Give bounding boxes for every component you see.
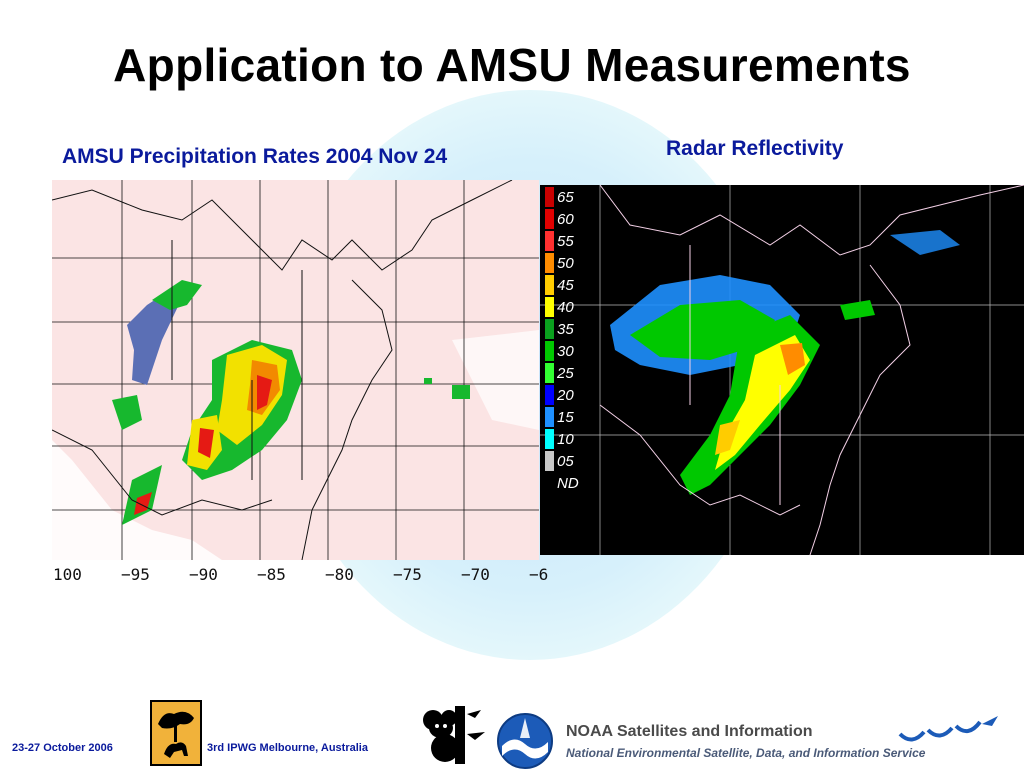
legend-label: 65 [557, 189, 574, 206]
radar-legend: 65 60 55 50 45 40 35 30 25 20 15 10 05 ND [545, 187, 579, 493]
radar-panel-title: Radar Reflectivity [666, 137, 844, 160]
legend-swatch [545, 341, 554, 361]
legend-label: 05 [557, 453, 574, 470]
legend-label: 35 [557, 321, 574, 338]
legend-swatch [545, 253, 554, 273]
legend-swatch [545, 275, 554, 295]
legend-label: 60 [557, 211, 574, 228]
koala-logo [423, 706, 485, 764]
legend-label: 10 [557, 431, 574, 448]
legend-swatch [545, 297, 554, 317]
legend-swatch [545, 429, 554, 449]
longitude-tick-label: −75 [393, 565, 422, 584]
legend-label: 15 [557, 409, 574, 426]
legend-swatch [545, 407, 554, 427]
longitude-tick-label: −95 [121, 565, 150, 584]
legend-swatch [545, 209, 554, 229]
noaa-logo [497, 713, 553, 769]
legend-swatch [545, 319, 554, 339]
legend-label: 45 [557, 277, 574, 294]
noaa-subtitle: National Environmental Satellite, Data, … [566, 746, 926, 760]
longitude-tick-label: −70 [461, 565, 490, 584]
amsu-precipitation-map [52, 180, 539, 560]
legend-swatch [545, 363, 554, 383]
radar-reflectivity-map: 65 60 55 50 45 40 35 30 25 20 15 10 05 ND [540, 185, 1024, 555]
footer-conference: 3rd IPWG Melbourne, Australia [207, 742, 368, 754]
legend-label: ND [557, 475, 579, 492]
footer-date: 23-27 October 2006 [12, 742, 113, 754]
legend-label: 20 [556, 387, 574, 404]
legend-swatch [545, 451, 554, 471]
longitude-tick-label: 100 [53, 565, 82, 584]
legend-swatch [545, 187, 554, 207]
radar-echoes [610, 230, 960, 495]
longitude-tick-label: −80 [325, 565, 354, 584]
legend-label: 50 [557, 255, 574, 272]
legend-label: 25 [556, 365, 574, 382]
longitude-tick-label: −6 [529, 565, 548, 584]
legend-label: 40 [557, 299, 574, 316]
longitude-axis: 100 −95 −90 −85 −80 −75 −70 −6 [53, 565, 548, 584]
longitude-tick-label: −90 [189, 565, 218, 584]
slide-title: Application to AMSU Measurements [113, 39, 911, 91]
legend-swatch [545, 473, 554, 493]
kangaroo-logo [150, 700, 202, 766]
longitude-tick-label: −85 [257, 565, 286, 584]
legend-label: 55 [557, 233, 574, 250]
noaa-name: NOAA Satellites and Information [566, 723, 813, 740]
nesdis-logo [898, 716, 998, 742]
legend-label: 30 [557, 343, 574, 360]
legend-swatch [545, 231, 554, 251]
amsu-panel-title: AMSU Precipitation Rates 2004 Nov 24 [62, 145, 448, 168]
legend-swatch [545, 385, 554, 405]
